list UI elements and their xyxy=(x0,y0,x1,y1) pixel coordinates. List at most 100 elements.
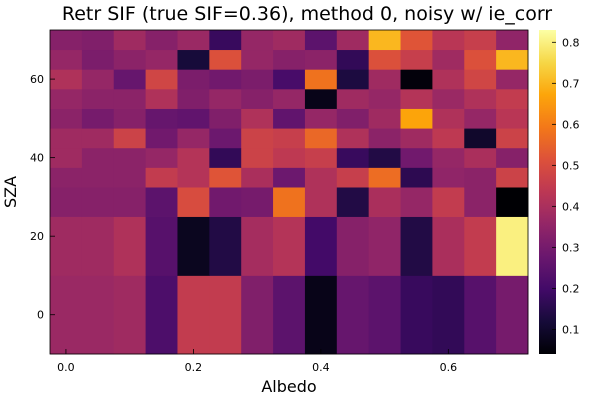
heatmap-cell xyxy=(400,49,433,70)
heatmap-cell xyxy=(368,147,401,168)
heatmap-cell xyxy=(464,108,497,129)
heatmap-cell xyxy=(336,108,370,129)
heatmap-cell xyxy=(464,147,497,168)
x-axis-label: Albedo xyxy=(261,377,316,396)
heatmap-cell xyxy=(368,128,401,149)
y-tick-label: 40 xyxy=(30,152,44,165)
heatmap-cell xyxy=(177,88,210,109)
heatmap-cell xyxy=(464,275,497,355)
heatmap-cell xyxy=(400,275,433,355)
heatmap-cell xyxy=(304,30,338,51)
heatmap-cell xyxy=(145,49,178,70)
y-axis-ticks: 0 20 40 60 xyxy=(30,73,55,322)
heatmap-cell xyxy=(145,30,178,51)
x-tick-label: 0.4 xyxy=(312,361,330,374)
heatmap-cell xyxy=(113,187,146,217)
heatmap-cell xyxy=(209,275,242,355)
heatmap-cell xyxy=(209,49,242,70)
heatmap-cell xyxy=(81,108,115,129)
heatmap-cell xyxy=(113,128,146,149)
heatmap-cell xyxy=(177,275,210,355)
heatmap-cell xyxy=(273,69,306,90)
heatmap-cell xyxy=(177,187,210,217)
heatmap-cell xyxy=(209,69,242,90)
heatmap-cell xyxy=(113,275,146,355)
colorbar-tick-label: 0.1 xyxy=(562,323,580,336)
heatmap-cell xyxy=(273,187,306,217)
heatmap-cell xyxy=(113,167,146,188)
heatmap-cell xyxy=(50,275,83,355)
heatmap-cell xyxy=(50,147,83,168)
x-tick-label: 0.0 xyxy=(57,361,75,374)
heatmap-cell xyxy=(113,49,146,70)
heatmap-cell xyxy=(81,49,115,70)
heatmap-cell xyxy=(113,147,146,168)
heatmap-cell xyxy=(400,187,433,217)
plot-frame xyxy=(49,29,529,355)
heatmap-cell xyxy=(113,108,146,129)
heatmap-cell xyxy=(464,69,497,90)
heatmap-cell xyxy=(241,275,274,355)
heatmap-cell xyxy=(432,49,465,70)
colorbar-tick-label: 0.2 xyxy=(562,282,580,295)
heatmap-cell xyxy=(50,187,83,217)
heatmap-cell xyxy=(304,167,338,188)
heatmap-cell xyxy=(336,167,370,188)
heatmap-cell xyxy=(81,275,115,355)
heatmap-cell xyxy=(209,108,242,129)
heatmap-cell xyxy=(81,187,115,217)
heatmap-cell xyxy=(336,147,370,168)
heatmap-cell xyxy=(400,128,433,149)
heatmap-cell xyxy=(304,187,338,217)
colorbar-tick-label: 0.4 xyxy=(562,200,580,213)
heatmap-cell xyxy=(50,128,83,149)
chart-title: Retr SIF (true SIF=0.36), method 0, nois… xyxy=(62,3,552,25)
heatmap-cell xyxy=(496,108,529,129)
heatmap-cell xyxy=(464,128,497,149)
colorbar xyxy=(539,30,556,354)
heatmap-cell xyxy=(209,128,242,149)
heatmap-cell xyxy=(209,30,242,51)
heatmap-cell xyxy=(113,69,146,90)
heatmap-cell xyxy=(336,88,370,109)
heatmap-cell xyxy=(496,187,529,217)
heatmap-cell xyxy=(432,275,465,355)
heatmap-cell xyxy=(145,167,178,188)
heatmap-cell xyxy=(145,69,178,90)
heatmap-cell xyxy=(400,30,433,51)
heatmap-cell xyxy=(241,128,274,149)
heatmap-cell xyxy=(273,216,306,276)
heatmap-cell xyxy=(400,88,433,109)
heatmap-cell xyxy=(496,88,529,109)
heatmap-cell xyxy=(368,275,401,355)
heatmap-cell xyxy=(496,275,529,355)
heatmap-cell xyxy=(113,30,146,51)
heatmap-cell xyxy=(241,167,274,188)
heatmap-cell xyxy=(209,88,242,109)
heatmap-cell xyxy=(273,275,306,355)
heatmap-cell xyxy=(304,49,338,70)
heatmap-cell xyxy=(464,88,497,109)
heatmap-cell xyxy=(145,128,178,149)
heatmap-cell xyxy=(273,147,306,168)
x-tick-label: 0.2 xyxy=(185,361,203,374)
heatmap-cell xyxy=(241,147,274,168)
heatmap-cell xyxy=(145,275,178,355)
heatmap-cell xyxy=(432,69,465,90)
y-tick-label: 60 xyxy=(30,73,44,86)
y-tick-label: 0 xyxy=(37,309,44,322)
heatmap-cell xyxy=(432,30,465,51)
heatmap-cell xyxy=(368,30,401,51)
heatmap-cell xyxy=(496,216,529,276)
heatmap-cell xyxy=(432,108,465,129)
heatmap-cell xyxy=(145,88,178,109)
heatmap-cell xyxy=(50,216,83,276)
heatmap-cell xyxy=(81,88,115,109)
heatmap-cell xyxy=(400,216,433,276)
heatmap-cell xyxy=(50,88,83,109)
heatmap-cell xyxy=(432,128,465,149)
heatmap-cell xyxy=(336,187,370,217)
heatmap-cell xyxy=(368,108,401,129)
heatmap-cell xyxy=(368,216,401,276)
heatmap-cell xyxy=(496,69,529,90)
